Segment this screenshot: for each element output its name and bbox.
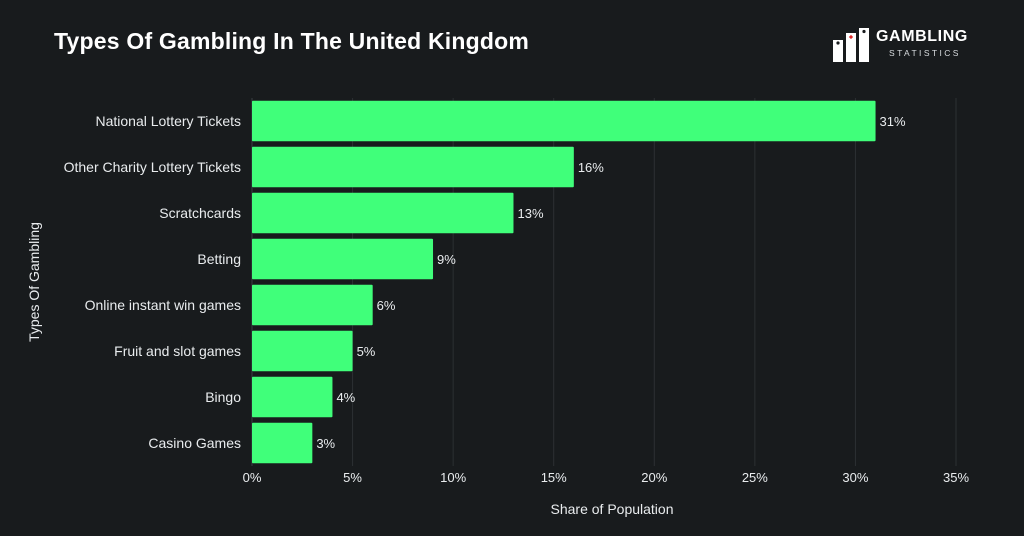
x-tick-label: 15%: [541, 470, 567, 485]
gambling-statistics-logo: GAMBLING STATISTICS: [830, 26, 980, 66]
category-label: Casino Games: [148, 435, 241, 451]
category-label: National Lottery Tickets: [95, 113, 241, 129]
bar: [252, 238, 434, 280]
category-label: Online instant win games: [85, 297, 241, 313]
category-label: Other Charity Lottery Tickets: [64, 159, 241, 175]
value-label: 13%: [517, 206, 543, 221]
value-label: 6%: [377, 298, 396, 313]
bar: [252, 422, 313, 464]
x-tick-label: 20%: [641, 470, 667, 485]
x-tick-label: 10%: [440, 470, 466, 485]
category-label: Betting: [197, 251, 241, 267]
x-tick-label: 25%: [742, 470, 768, 485]
category-label: Bingo: [205, 389, 241, 405]
category-label: Fruit and slot games: [114, 343, 241, 359]
value-label: 4%: [336, 390, 355, 405]
value-label: 31%: [880, 114, 906, 129]
x-tick-label: 0%: [243, 470, 262, 485]
chart-title: Types Of Gambling In The United Kingdom: [54, 28, 530, 54]
x-tick-label: 35%: [943, 470, 969, 485]
x-tick-label: 30%: [842, 470, 868, 485]
value-label: 5%: [357, 344, 376, 359]
bar: [252, 100, 876, 142]
value-label: 16%: [578, 160, 604, 175]
x-axis-title: Share of Population: [551, 501, 674, 517]
value-label: 9%: [437, 252, 456, 267]
y-axis-title: Types Of Gambling: [26, 222, 42, 342]
cards-logo-icon: [833, 28, 869, 62]
logo-subtitle: STATISTICS: [889, 48, 961, 58]
bar: [252, 330, 353, 372]
bar: [252, 192, 514, 234]
logo-name: GAMBLING: [876, 28, 968, 45]
value-label: 3%: [316, 436, 335, 451]
bar: [252, 284, 373, 326]
bar: [252, 376, 333, 418]
x-tick-label: 5%: [343, 470, 362, 485]
bar: [252, 146, 574, 188]
category-label: Scratchcards: [159, 205, 241, 221]
